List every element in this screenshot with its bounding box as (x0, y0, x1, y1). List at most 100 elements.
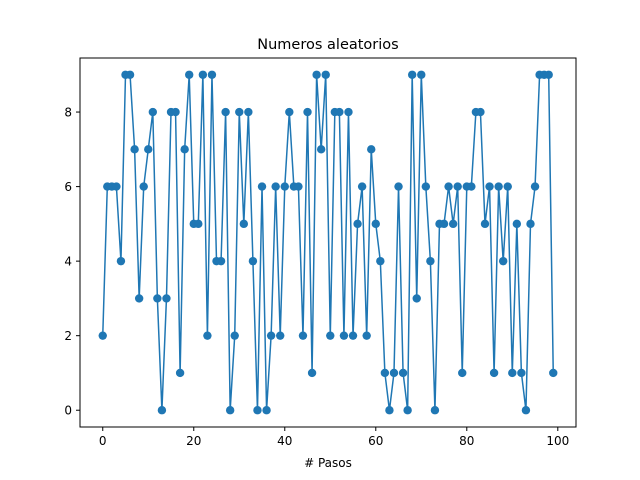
data-point (485, 182, 494, 191)
data-point (216, 256, 226, 266)
x-tick-label: 80 (459, 434, 474, 448)
data-point (276, 331, 285, 340)
data-point (280, 182, 289, 191)
data-point (371, 219, 380, 229)
data-point (494, 182, 503, 191)
data-point (271, 182, 280, 191)
data-point (112, 182, 121, 191)
data-point (175, 368, 185, 378)
data-point (185, 70, 194, 79)
data-point (394, 182, 403, 191)
data-point (139, 182, 148, 191)
y-tick-label: 0 (64, 404, 72, 418)
data-point (421, 182, 431, 191)
data-point (339, 331, 349, 340)
data-point (244, 107, 253, 117)
data-point (134, 294, 144, 303)
x-tick-label: 20 (186, 434, 201, 448)
data-point (444, 182, 453, 191)
data-point (248, 256, 258, 266)
data-point (426, 256, 435, 266)
data-point (503, 182, 512, 191)
data-point (194, 219, 203, 229)
data-point (303, 107, 312, 117)
x-axis-label: # Pasos (304, 456, 352, 470)
data-point (326, 331, 335, 340)
data-point (512, 219, 522, 229)
chart-title: Numeros aleatorios (257, 37, 398, 53)
x-tick-label: 0 (99, 434, 107, 448)
y-tick-label: 6 (64, 180, 72, 194)
data-point (398, 368, 408, 378)
data-point (335, 107, 344, 117)
data-point (116, 256, 126, 266)
data-point (125, 70, 135, 79)
data-point (144, 145, 153, 154)
data-point (353, 219, 362, 229)
data-point (348, 331, 358, 340)
data-point (130, 145, 139, 154)
data-point (262, 406, 271, 415)
data-point (439, 219, 449, 229)
data-point (148, 107, 158, 117)
data-point (403, 406, 412, 415)
data-point (357, 182, 367, 191)
data-point (530, 182, 540, 191)
data-point (344, 107, 353, 117)
data-point (389, 368, 399, 378)
data-point (312, 70, 321, 79)
series-layer (98, 70, 558, 415)
data-point (521, 406, 531, 415)
data-point (180, 145, 189, 154)
data-point (376, 256, 385, 266)
data-point (153, 294, 162, 303)
data-point (230, 331, 239, 340)
data-point (285, 107, 294, 117)
data-point (203, 331, 212, 340)
x-tick-label: 40 (277, 434, 292, 448)
data-point (257, 182, 267, 191)
data-point (362, 331, 371, 340)
data-point (385, 406, 394, 415)
data-point (239, 219, 249, 229)
data-point (430, 406, 440, 415)
data-point (321, 70, 330, 79)
data-point (498, 256, 508, 266)
ticks-layer: 0 20 40 60 80 100 0 2 4 6 8 (64, 106, 569, 448)
data-point (207, 70, 217, 79)
data-point (476, 107, 485, 117)
data-point (544, 70, 553, 79)
data-point (225, 406, 235, 415)
data-point (98, 331, 107, 340)
data-point (480, 219, 490, 229)
data-point (417, 70, 426, 79)
y-tick-label: 8 (64, 106, 72, 120)
data-point (448, 219, 458, 229)
data-point (266, 331, 276, 340)
data-point (526, 219, 535, 229)
data-point (467, 182, 476, 191)
data-point (235, 107, 244, 117)
data-point (517, 368, 526, 378)
data-point (253, 406, 262, 415)
data-point (171, 107, 180, 117)
data-point (307, 368, 317, 378)
data-point (489, 368, 499, 378)
y-tick-label: 2 (64, 329, 72, 343)
data-point (157, 406, 167, 415)
data-point (508, 368, 517, 378)
data-point (198, 70, 208, 79)
data-point (294, 182, 303, 191)
y-tick-label: 4 (64, 255, 72, 269)
x-tick-label: 100 (546, 434, 569, 448)
data-point (549, 368, 558, 378)
data-point (458, 368, 467, 378)
data-point (221, 107, 230, 117)
data-point (380, 368, 390, 378)
data-point (298, 331, 308, 340)
data-point (162, 294, 171, 303)
x-tick-label: 60 (368, 434, 383, 448)
data-point (367, 145, 376, 154)
